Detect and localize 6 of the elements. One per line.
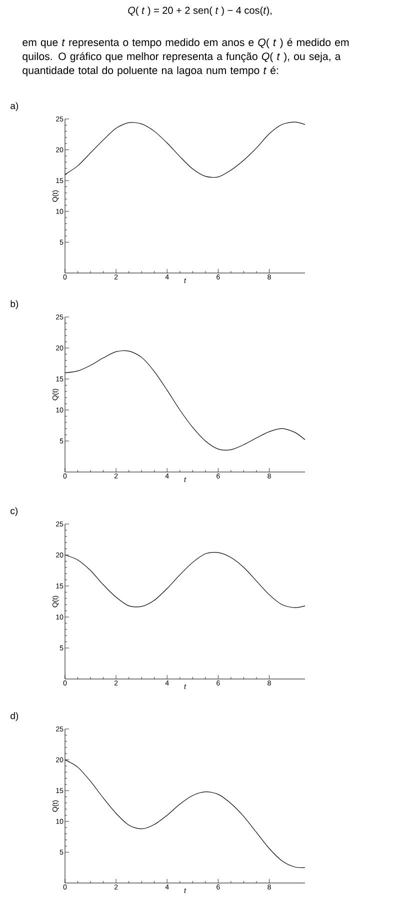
chart-title: a) bbox=[10, 102, 18, 112]
text: Q( t ) = 20 + 2 sen( t ) − 4 cos(t), bbox=[128, 6, 272, 16]
text: em que t representa o tempo medido em anos e Q( t ) é medido em quilos. O gráfico que melhor representa a função Q( t ), ou seja, a quantidade total do poluente na lagoa num tempo t é: bbox=[22, 38, 349, 76]
chart-title: d) bbox=[10, 712, 18, 722]
chart-title: c) bbox=[10, 507, 18, 516]
chart-title: b) bbox=[10, 300, 18, 310]
